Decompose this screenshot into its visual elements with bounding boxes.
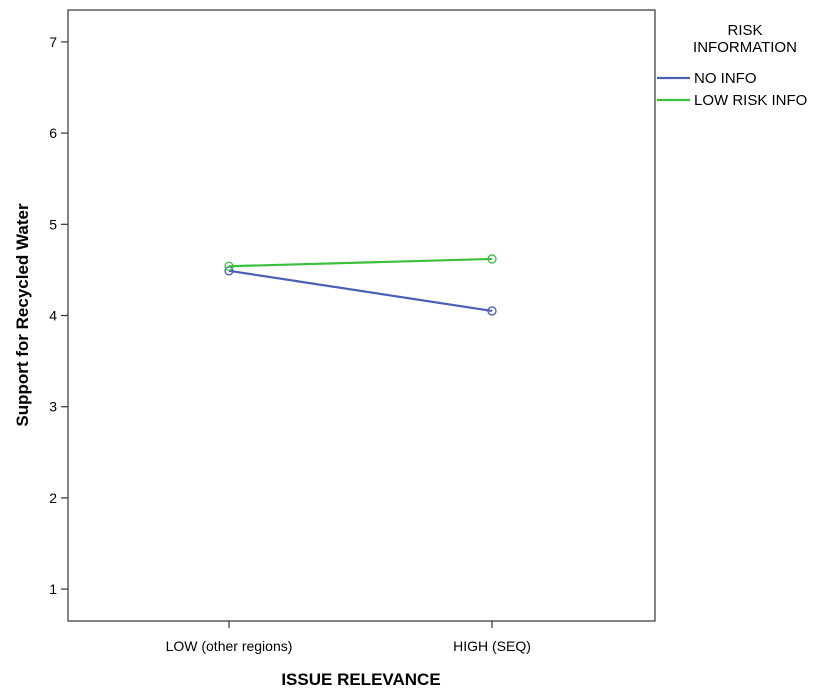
legend: RISK INFORMATION NO INFO LOW RISK INFO (657, 22, 807, 109)
legend-entries: NO INFO LOW RISK INFO (657, 70, 807, 109)
x-axis-title: ISSUE RELEVANCE (281, 670, 440, 689)
series-line-no-info (228, 269, 493, 313)
y-axis-title: Support for Recycled Water (13, 203, 32, 427)
y-tick-label: 4 (49, 308, 57, 324)
series-layer (224, 254, 497, 316)
series-line-low-risk-info (228, 257, 493, 268)
data-point-no-info (487, 306, 497, 316)
x-axis: LOW (other regions) HIGH (SEQ) (166, 621, 531, 654)
legend-title-line-1: RISK (727, 22, 762, 39)
y-tick-label: 2 (49, 490, 57, 506)
y-tick-label: 3 (49, 399, 57, 415)
y-tick-label: 1 (49, 581, 57, 597)
y-tick-label: 5 (49, 216, 57, 232)
y-tick-label: 7 (49, 34, 57, 50)
data-point-low-risk-info (224, 261, 234, 271)
y-axis: 1 2 3 4 5 6 7 (49, 34, 68, 597)
legend-label-low-risk-info: LOW RISK INFO (694, 92, 807, 109)
x-tick-label: HIGH (SEQ) (453, 638, 531, 654)
data-point-no-info (224, 266, 234, 276)
legend-label-no-info: NO INFO (694, 70, 757, 87)
legend-title-line-2: INFORMATION (693, 39, 797, 56)
data-point-low-risk-info (487, 254, 497, 264)
x-tick-label: LOW (other regions) (166, 638, 293, 654)
y-tick-label: 6 (49, 125, 57, 141)
